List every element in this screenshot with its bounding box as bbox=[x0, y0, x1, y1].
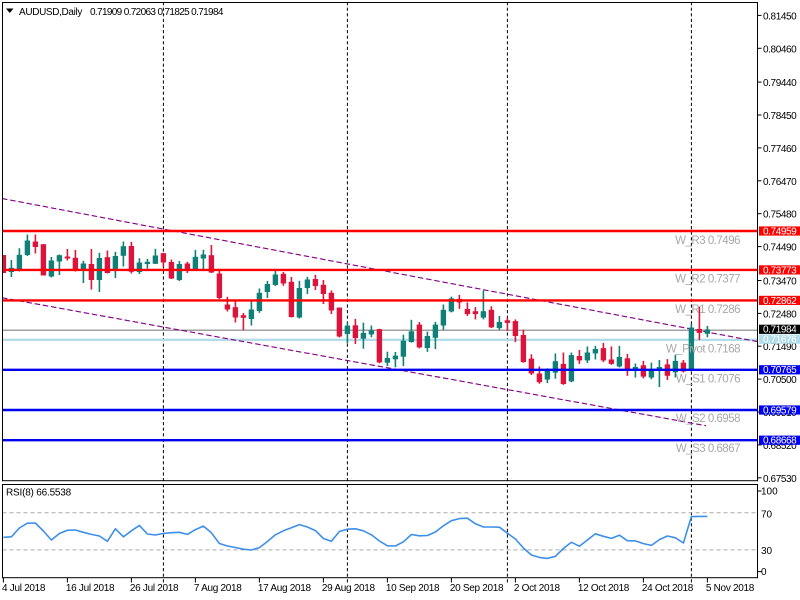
svg-text:16 Jul 2018: 16 Jul 2018 bbox=[66, 583, 115, 594]
svg-text:W_Pivot 0.7168: W_Pivot 0.7168 bbox=[666, 344, 740, 356]
svg-text:0.77460: 0.77460 bbox=[763, 144, 797, 155]
svg-text:5 Nov 2018: 5 Nov 2018 bbox=[706, 583, 755, 594]
svg-text:0.71909 0.72063 0.71825 0.7198: 0.71909 0.72063 0.71825 0.71984 bbox=[90, 7, 224, 18]
svg-text:0.79440: 0.79440 bbox=[763, 78, 797, 89]
svg-text:26 Jul 2018: 26 Jul 2018 bbox=[130, 583, 179, 594]
svg-text:7 Aug 2018: 7 Aug 2018 bbox=[194, 583, 242, 594]
svg-text:0: 0 bbox=[761, 567, 767, 578]
svg-text:0.68668: 0.68668 bbox=[763, 436, 797, 447]
svg-text:30: 30 bbox=[761, 546, 773, 557]
svg-text:W_S1 0.7076: W_S1 0.7076 bbox=[676, 374, 740, 386]
svg-text:17 Aug 2018: 17 Aug 2018 bbox=[258, 583, 312, 594]
svg-text:0.71984: 0.71984 bbox=[763, 325, 797, 336]
svg-text:0.80460: 0.80460 bbox=[763, 44, 797, 55]
svg-text:0.68520: 0.68520 bbox=[763, 441, 797, 452]
svg-text:W_S3 0.6867: W_S3 0.6867 bbox=[676, 443, 740, 455]
svg-text:2 Oct 2018: 2 Oct 2018 bbox=[514, 583, 561, 594]
svg-text:0.71676: 0.71676 bbox=[763, 335, 797, 346]
svg-text:0.70500: 0.70500 bbox=[763, 375, 797, 386]
svg-text:0.76470: 0.76470 bbox=[763, 177, 797, 188]
svg-text:0.75480: 0.75480 bbox=[763, 210, 797, 221]
svg-text:0.70765: 0.70765 bbox=[763, 365, 797, 376]
svg-text:10 Sep 2018: 10 Sep 2018 bbox=[386, 583, 440, 594]
svg-text:W_R1 0.7286: W_R1 0.7286 bbox=[675, 304, 740, 316]
svg-text:W_R2 0.7377: W_R2 0.7377 bbox=[675, 274, 740, 286]
svg-text:0.72480: 0.72480 bbox=[763, 309, 797, 320]
svg-text:0.74490: 0.74490 bbox=[763, 243, 797, 254]
svg-text:0.74959: 0.74959 bbox=[763, 226, 797, 237]
svg-text:0.78450: 0.78450 bbox=[763, 111, 797, 122]
svg-text:W_R3 0.7496: W_R3 0.7496 bbox=[675, 235, 740, 247]
svg-text:AUDUSD,Daily: AUDUSD,Daily bbox=[19, 7, 82, 18]
svg-text:0.81450: 0.81450 bbox=[763, 11, 797, 22]
svg-text:W_S2 0.6958: W_S2 0.6958 bbox=[676, 413, 740, 425]
svg-text:0.72862: 0.72862 bbox=[763, 296, 797, 307]
svg-text:RSI(8) 66.5538: RSI(8) 66.5538 bbox=[6, 488, 72, 499]
svg-text:0.73773: 0.73773 bbox=[763, 265, 797, 276]
svg-text:0.67530: 0.67530 bbox=[763, 474, 797, 485]
svg-text:20 Sep 2018: 20 Sep 2018 bbox=[450, 583, 504, 594]
svg-text:100: 100 bbox=[761, 487, 778, 498]
svg-text:24 Oct 2018: 24 Oct 2018 bbox=[642, 583, 694, 594]
svg-text:4 Jul 2018: 4 Jul 2018 bbox=[2, 583, 46, 594]
svg-text:0.71490: 0.71490 bbox=[763, 342, 797, 353]
svg-text:0.73470: 0.73470 bbox=[763, 277, 797, 288]
svg-text:70: 70 bbox=[761, 510, 773, 521]
svg-text:29 Aug 2018: 29 Aug 2018 bbox=[322, 583, 376, 594]
svg-text:0.69579: 0.69579 bbox=[763, 405, 797, 416]
svg-text:12 Oct 2018: 12 Oct 2018 bbox=[578, 583, 630, 594]
